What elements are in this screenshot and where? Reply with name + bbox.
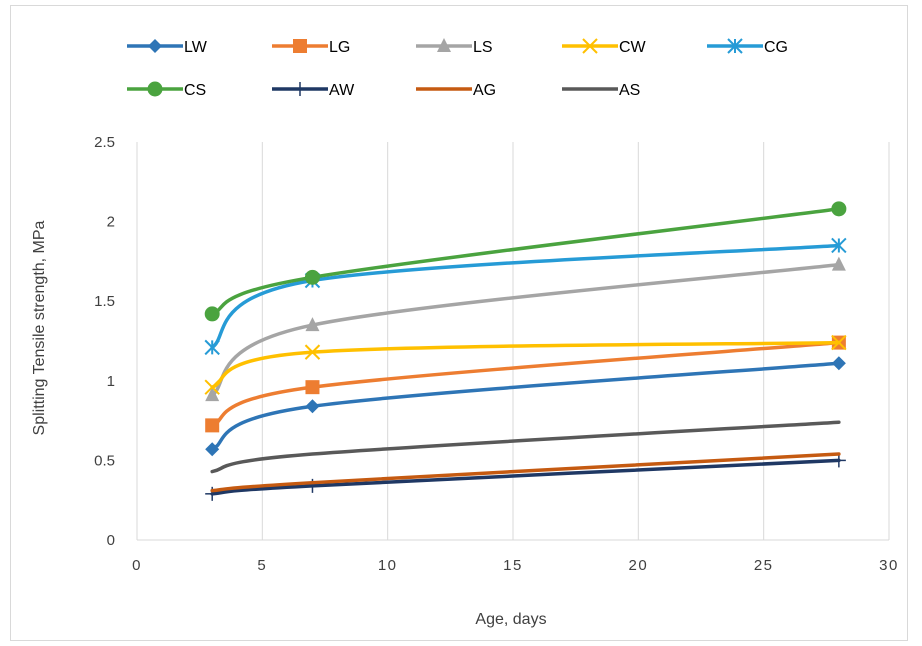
data-point-lg (305, 380, 320, 395)
x-tick-label: 20 (628, 557, 648, 574)
y-axis-title: Splitting Tensile strength, MPa (31, 220, 48, 435)
y-tick-label: 2.5 (94, 134, 115, 151)
data-point-lw (831, 356, 846, 371)
series-as (210, 420, 841, 474)
legend-label-cw: CW (619, 39, 647, 56)
gridlines (261, 142, 890, 540)
legend-label-as: AS (619, 82, 640, 99)
series-ls (205, 256, 846, 402)
axes: 0 5 10 15 20 25 30 0 0.5 1 1.5 2 2.5 (94, 134, 899, 574)
legend-marker-lg (293, 39, 307, 53)
legend-label-cs: CS (184, 82, 206, 99)
data-point-cg (204, 339, 220, 356)
x-tick-label: 30 (879, 557, 899, 574)
legend-label-ag: AG (473, 82, 496, 99)
legend-item-cs: CS (127, 81, 206, 99)
legend-item-cw: CW (562, 38, 647, 56)
data-point-cs (831, 201, 847, 217)
legend-marker-lw (148, 39, 162, 53)
data-point-ls (831, 256, 846, 271)
x-tick-label: 5 (257, 557, 267, 574)
legend-item-ls: LS (416, 38, 493, 56)
legend-marker-cg (727, 38, 743, 54)
legend-item-lw: LW (127, 39, 208, 56)
x-tick-label: 10 (378, 557, 398, 574)
series-lw (205, 356, 846, 457)
legend-label-cg: CG (764, 39, 788, 56)
series-line-lw (210, 361, 841, 452)
data-point-cw (304, 344, 321, 360)
data-point-ls (305, 317, 320, 332)
series-lg (205, 335, 846, 433)
legend: LW LG LS CW CG CS AW AG AS (127, 38, 788, 99)
series-line-aw (210, 458, 841, 496)
data-point-cs (204, 306, 220, 322)
series-line-cg (210, 243, 841, 350)
data-point-lw (305, 399, 320, 414)
series-cs (204, 201, 847, 322)
legend-label-ls: LS (473, 39, 493, 56)
legend-item-as: AS (562, 82, 640, 99)
legend-marker-aw (293, 82, 307, 96)
series-lines (204, 201, 847, 501)
data-point-lg (205, 418, 220, 433)
series-line-lg (210, 340, 841, 428)
x-tick-label: 15 (503, 557, 523, 574)
series-line-ag (210, 452, 841, 493)
series-line-cw (210, 340, 841, 389)
x-tick-label: 25 (754, 557, 774, 574)
series-line-as (210, 420, 841, 474)
legend-item-cg: CG (707, 38, 788, 56)
chart-frame (10, 5, 908, 641)
legend-marker-ls (437, 38, 451, 52)
series-cw (204, 334, 847, 395)
data-point-lw (205, 442, 220, 457)
legend-label-lw: LW (184, 39, 208, 56)
data-point-cw (831, 334, 847, 351)
y-tick-label: 1.5 (94, 293, 115, 310)
y-tick-label: 0 (107, 532, 115, 549)
data-point-ls (205, 387, 220, 402)
series-line-cs (210, 207, 841, 316)
legend-item-ag: AG (416, 82, 496, 99)
y-tick-label: 1 (107, 373, 115, 390)
legend-label-aw: AW (329, 82, 355, 99)
y-tick-label: 0.5 (94, 452, 115, 469)
y-tick-label: 2 (107, 214, 115, 231)
series-line-ls (210, 262, 841, 397)
data-point-cs (304, 269, 320, 285)
legend-item-aw: AW (272, 82, 355, 99)
data-point-cg (831, 237, 847, 254)
legend-item-lg: LG (272, 39, 350, 56)
series-ag (210, 452, 841, 493)
data-point-cw (204, 379, 220, 395)
x-tick-label: 0 (132, 557, 142, 574)
legend-label-lg: LG (329, 39, 350, 56)
x-axis-title: Age, days (475, 611, 546, 628)
legend-marker-cw (582, 38, 598, 54)
legend-marker-cs (147, 81, 163, 97)
